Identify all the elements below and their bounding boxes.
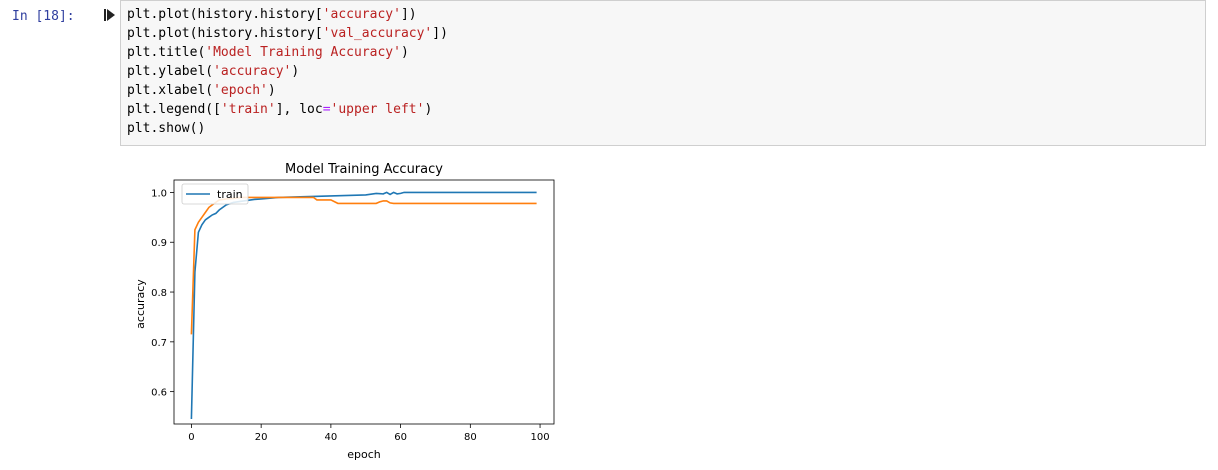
code-string: 'Model Training Accuracy': [205, 45, 401, 60]
x-tick-label: 100: [531, 432, 550, 443]
code-token: ): [267, 83, 276, 98]
code-token: plt.plot(history.history[: [127, 26, 323, 41]
series-line-train: [190, 191, 537, 420]
legend: train: [181, 183, 249, 205]
code-line: plt.legend(['train'], loc='upper left'): [127, 100, 432, 119]
code-line: plt.ylabel('accuracy'): [127, 62, 299, 81]
y-tick-label: 0.8: [151, 288, 167, 299]
x-tick-label: 20: [255, 432, 268, 443]
run-cell-icon[interactable]: [104, 8, 116, 22]
cell-prompt: In [18]:: [12, 9, 75, 24]
x-tick-label: 0: [188, 432, 194, 443]
code-token: ]): [432, 26, 448, 41]
plot-frame: [173, 179, 555, 425]
y-axis-label: accuracy: [134, 279, 147, 329]
legend-box: [181, 183, 249, 205]
code-token: plt.plot(history.history[: [127, 7, 323, 22]
code-token: ): [291, 64, 300, 79]
code-token: ]): [400, 7, 417, 22]
code-token: plt.title(: [127, 45, 206, 60]
code-cell-editor[interactable]: plt.plot(history.history['accuracy']) pl…: [120, 0, 1206, 146]
x-axis-label: epoch: [347, 448, 381, 461]
code-line: plt.show(): [127, 119, 205, 138]
code-string: 'accuracy': [213, 64, 292, 79]
chart-title: Model Training Accuracy: [285, 162, 443, 177]
y-tick-label: 0.9: [151, 238, 167, 249]
code-token: ], loc: [275, 102, 323, 117]
code-token: plt.show(): [127, 121, 206, 136]
x-tick-label: 40: [325, 432, 338, 443]
y-tick-label: 0.7: [151, 338, 167, 349]
code-line: plt.title('Model Training Accuracy'): [127, 43, 409, 62]
code-string: 'train': [220, 102, 276, 117]
code-line: plt.plot(history.history['val_accuracy']…: [127, 24, 448, 43]
code-line: plt.plot(history.history['accuracy']): [127, 5, 417, 24]
y-tick-label: 0.6: [151, 388, 167, 399]
code-token: ): [424, 102, 433, 117]
x-tick-label: 60: [394, 432, 407, 443]
code-string: 'upper left': [330, 102, 425, 117]
cell-output: Model Training Accuracy epoch accuracy 0…: [130, 156, 570, 466]
code-token: ): [400, 45, 409, 60]
code-string: 'epoch': [213, 83, 268, 98]
y-tick-label: 1.0: [151, 188, 167, 199]
legend-label-train: train: [217, 188, 243, 201]
accuracy-chart: Model Training Accuracy epoch accuracy 0…: [134, 162, 555, 461]
code-string: 'val_accuracy': [322, 26, 433, 41]
code-token: plt.ylabel(: [127, 64, 214, 79]
code-token: plt.xlabel(: [127, 83, 214, 98]
code-line: plt.xlabel('epoch'): [127, 81, 276, 100]
code-token: plt.legend([: [127, 102, 221, 117]
series-line-series-2: [190, 196, 537, 335]
code-string: 'accuracy': [322, 7, 401, 22]
code-operator: =: [322, 102, 331, 117]
x-tick-label: 80: [464, 432, 477, 443]
